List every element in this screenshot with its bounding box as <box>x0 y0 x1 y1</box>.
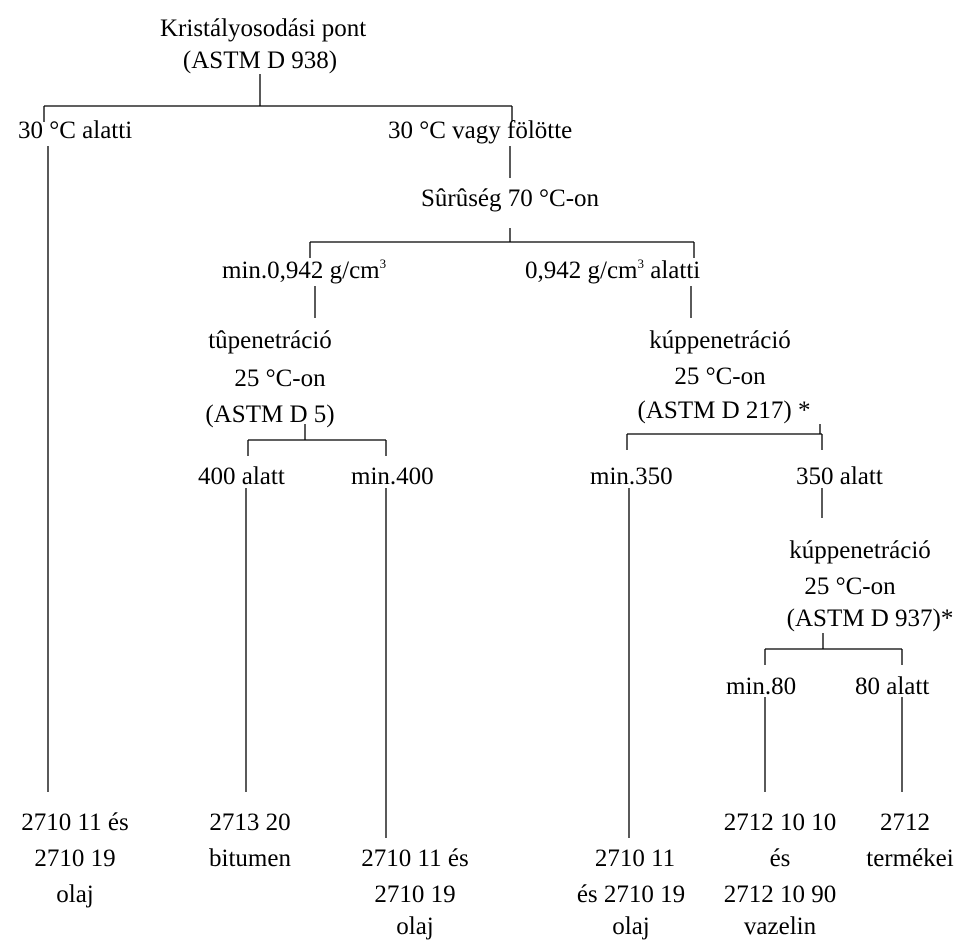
density-min-text: min.0,942 g/cm <box>222 257 380 284</box>
cone2-standard: (ASTM D 937)* <box>786 605 954 632</box>
result-4-line-3: olaj <box>612 913 650 940</box>
result-5-line-2: és <box>769 845 791 872</box>
cone2-min-80: min.80 <box>726 673 797 700</box>
result-3-line-3: olaj <box>396 913 434 940</box>
result-1-line-2: 2710 19 <box>34 845 116 872</box>
result-5-line-3: 2712 10 90 <box>723 881 837 908</box>
branch-below-30: 30 °C alatti <box>18 117 133 144</box>
cone2-temp: 25 °C-on <box>804 573 896 600</box>
cone2-title: kúppenetráció <box>789 537 931 564</box>
result-6-line-1: 2712 <box>880 809 930 836</box>
density-below-text: 0,942 g/cm <box>525 257 638 284</box>
cone1-below-350: 350 alatt <box>796 463 883 490</box>
density-node: Sûrûség 70 °C-on <box>420 185 600 212</box>
needle-below-400: 400 alatt <box>198 463 285 490</box>
result-4-line-1: 2710 11 <box>594 845 676 872</box>
density-below-exponent: 3 <box>637 256 645 271</box>
result-2-line-2: bitumen <box>209 845 291 872</box>
cone1-title: kúppenetráció <box>649 327 791 354</box>
needle-min-400: min.400 <box>351 463 434 490</box>
result-3-line-1: 2710 11 és <box>361 845 469 872</box>
density-min-exponent: 3 <box>379 256 387 271</box>
cone1-min-350: min.350 <box>590 463 673 490</box>
result-1-line-1: 2710 11 és <box>21 809 129 836</box>
result-5-line-4: vazelin <box>743 913 817 940</box>
result-5-line-1: 2712 10 10 <box>723 809 837 836</box>
density-below-suffix: alatti <box>644 257 701 284</box>
result-6-line-2: termékei <box>866 845 954 872</box>
result-2-line-1: 2713 20 <box>209 809 291 836</box>
result-1-line-3: olaj <box>56 881 94 908</box>
result-3-line-2: 2710 19 <box>374 881 456 908</box>
needle-penetration-temp: 25 °C-on <box>234 365 326 392</box>
density-below-branch: 0,942 g/cm3 alatti <box>525 256 700 286</box>
needle-penetration-title: tûpenetráció <box>208 327 332 354</box>
result-4-line-2: és 2710 19 <box>576 881 686 908</box>
branch-30-or-above: 30 °C vagy fölötte <box>388 117 573 144</box>
root-node-title: Kristályosodási pont <box>160 15 367 42</box>
cone2-below-80: 80 alatt <box>855 673 930 700</box>
root-node-standard: (ASTM D 938) <box>182 47 338 74</box>
density-min-branch: min.0,942 g/cm3 <box>222 256 386 286</box>
needle-penetration-standard: (ASTM D 5) <box>205 401 335 428</box>
cone1-standard: (ASTM D 217) * <box>637 397 811 424</box>
cone1-temp: 25 °C-on <box>674 363 766 390</box>
